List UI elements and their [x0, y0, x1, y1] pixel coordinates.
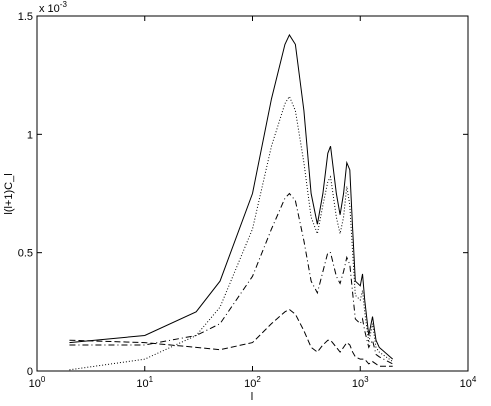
- x-tick-label: 100: [29, 375, 46, 390]
- line-series: [69, 308, 393, 367]
- y-tick-label: 0: [27, 366, 33, 378]
- x-tick-label: 104: [460, 375, 477, 390]
- y-axis-label: l(l+1)C_l: [3, 173, 15, 214]
- x-axis-label: l: [251, 391, 253, 403]
- y-scale-label: x 10-3: [39, 0, 67, 15]
- x-tick-label: 101: [136, 375, 153, 390]
- y-tick-label: 1: [27, 129, 33, 141]
- line-series: [69, 95, 393, 371]
- line-series: [69, 192, 393, 365]
- x-tick-label: 103: [352, 375, 369, 390]
- x-tick-label: 102: [244, 375, 261, 390]
- y-tick-label: 0.5: [18, 248, 33, 260]
- line-series: [69, 33, 394, 360]
- y-tick-label: 1.5: [18, 11, 33, 23]
